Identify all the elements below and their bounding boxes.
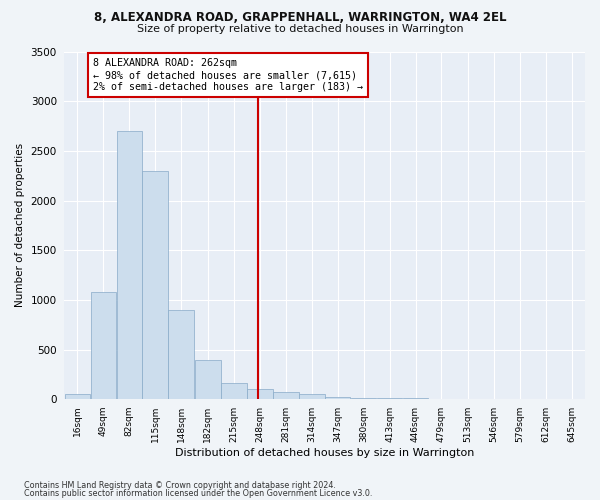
- Bar: [429, 398, 454, 400]
- Text: Size of property relative to detached houses in Warrington: Size of property relative to detached ho…: [137, 24, 463, 34]
- X-axis label: Distribution of detached houses by size in Warrington: Distribution of detached houses by size …: [175, 448, 475, 458]
- Bar: [247, 390, 272, 400]
- Bar: [142, 171, 168, 400]
- Bar: [403, 398, 428, 400]
- Bar: [65, 394, 90, 400]
- Y-axis label: Number of detached properties: Number of detached properties: [15, 144, 25, 308]
- Text: 8, ALEXANDRA ROAD, GRAPPENHALL, WARRINGTON, WA4 2EL: 8, ALEXANDRA ROAD, GRAPPENHALL, WARRINGT…: [94, 11, 506, 24]
- Bar: [116, 131, 142, 400]
- Text: Contains HM Land Registry data © Crown copyright and database right 2024.: Contains HM Land Registry data © Crown c…: [24, 481, 336, 490]
- Bar: [299, 394, 325, 400]
- Bar: [325, 396, 350, 400]
- Bar: [221, 384, 247, 400]
- Bar: [351, 398, 376, 400]
- Text: 8 ALEXANDRA ROAD: 262sqm
← 98% of detached houses are smaller (7,615)
2% of semi: 8 ALEXANDRA ROAD: 262sqm ← 98% of detach…: [93, 58, 363, 92]
- Bar: [91, 292, 116, 400]
- Bar: [377, 398, 403, 400]
- Bar: [195, 360, 221, 400]
- Text: Contains public sector information licensed under the Open Government Licence v3: Contains public sector information licen…: [24, 488, 373, 498]
- Bar: [169, 310, 194, 400]
- Bar: [273, 392, 299, 400]
